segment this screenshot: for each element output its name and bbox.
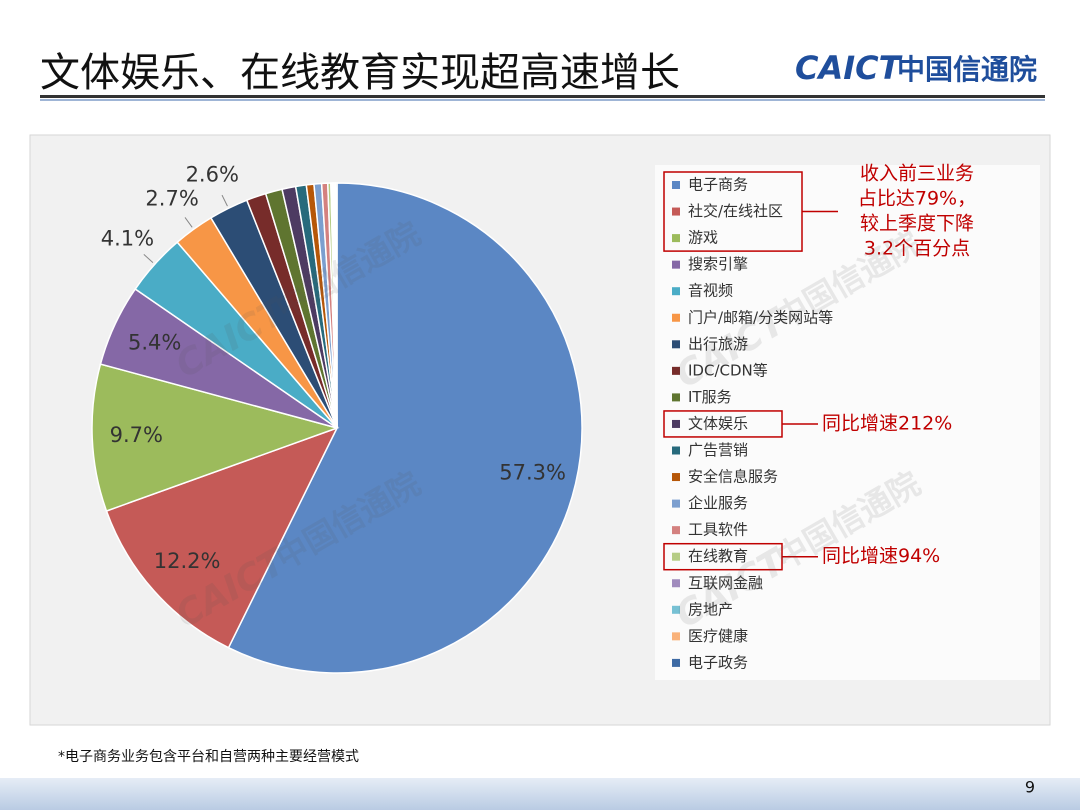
legend-label: IT服务 bbox=[688, 388, 732, 406]
leader-line bbox=[143, 254, 154, 263]
legend-label: 文体娱乐 bbox=[688, 414, 748, 432]
legend-label: 企业服务 bbox=[688, 494, 748, 512]
legend-swatch bbox=[672, 605, 680, 614]
data-label: 5.4% bbox=[128, 331, 181, 355]
pie-slice bbox=[91, 363, 340, 512]
legend-label: 安全信息服务 bbox=[688, 468, 778, 486]
legend-swatch bbox=[672, 287, 680, 296]
logo-text: 中国信通院 bbox=[897, 53, 1037, 86]
title-rule bbox=[40, 95, 1045, 98]
logo-mark: CAICT bbox=[795, 49, 903, 87]
legend-label: IDC/CDN等 bbox=[688, 361, 768, 379]
legend-label: 电子政务 bbox=[688, 653, 748, 671]
data-label: 9.7% bbox=[110, 423, 163, 447]
legend-swatch bbox=[672, 579, 680, 588]
legend-swatch bbox=[672, 419, 680, 428]
legend-label: 医疗健康 bbox=[688, 627, 748, 645]
legend-label: 音视频 bbox=[688, 282, 733, 300]
data-label: 12.2% bbox=[154, 549, 221, 573]
legend-swatch bbox=[672, 366, 680, 375]
data-label: 4.1% bbox=[101, 227, 154, 251]
legend-label: 在线教育 bbox=[688, 547, 748, 565]
legend-swatch bbox=[672, 526, 680, 535]
legend-swatch bbox=[672, 473, 680, 482]
footer-band bbox=[0, 778, 1080, 810]
legend-label: 电子商务 bbox=[688, 176, 748, 194]
legend-swatch bbox=[672, 499, 680, 508]
data-label: 2.7% bbox=[145, 187, 198, 211]
legend-swatch bbox=[672, 393, 680, 402]
legend-label: 搜索引擎 bbox=[688, 255, 748, 273]
legend-label: 门户/邮箱/分类网站等 bbox=[688, 308, 833, 326]
leader-line bbox=[184, 217, 193, 228]
pie-slice bbox=[227, 182, 583, 674]
legend-swatch bbox=[672, 446, 680, 455]
annotation-text: 收入前三业务 bbox=[860, 163, 974, 185]
legend-label: 互联网金融 bbox=[688, 574, 763, 592]
slide-title: 文体娱乐、在线教育实现超高速增长 bbox=[40, 50, 680, 96]
annotation-text: 较上季度下降 bbox=[860, 213, 974, 235]
legend-swatch bbox=[672, 181, 680, 189]
legend-label: 游戏 bbox=[688, 229, 718, 247]
leader-line bbox=[221, 194, 228, 207]
legend-label: 社交/在线社区 bbox=[688, 202, 783, 220]
legend-swatch bbox=[672, 260, 680, 269]
legend-swatch bbox=[672, 340, 680, 349]
data-label: 2.6% bbox=[186, 162, 239, 186]
pie-slice bbox=[334, 182, 338, 429]
legend-swatch bbox=[672, 552, 680, 561]
legend-label: 出行旅游 bbox=[688, 335, 748, 353]
annotation-text: 同比增速212% bbox=[822, 412, 952, 434]
pie-slice bbox=[105, 426, 339, 649]
annotation-text: 3.2个百分点 bbox=[864, 238, 970, 260]
page-number: 9 bbox=[1025, 778, 1035, 797]
legend-swatch bbox=[672, 658, 680, 667]
annotation-text: 占比达79%， bbox=[858, 188, 976, 210]
annotation-text: 同比增速94% bbox=[822, 545, 940, 567]
legend-swatch bbox=[672, 313, 680, 322]
legend-label: 工具软件 bbox=[688, 521, 748, 539]
footnote: *电子商务业务包含平台和自营两种主要经营模式 bbox=[58, 749, 359, 765]
legend-label: 房地产 bbox=[688, 600, 733, 618]
legend-label: 广告营销 bbox=[688, 441, 748, 459]
legend-swatch bbox=[672, 234, 680, 243]
title-rule-light bbox=[40, 99, 1045, 101]
legend-swatch bbox=[672, 207, 680, 216]
data-label: 57.3% bbox=[499, 461, 566, 485]
legend-swatch bbox=[672, 632, 680, 641]
